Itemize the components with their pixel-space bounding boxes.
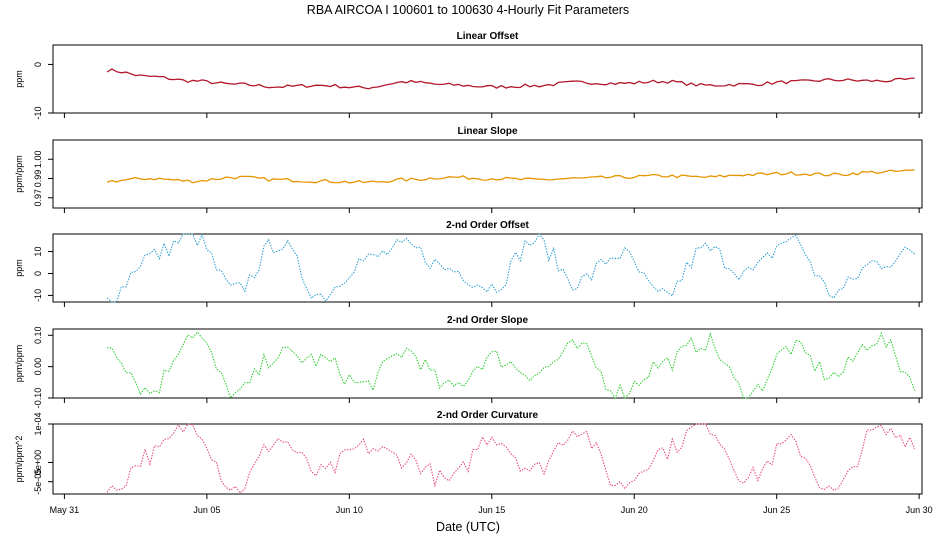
y-tick-label: -0.10 <box>33 388 43 409</box>
panel-2: Linear Slope ppm/ppm 1.00 0.990.97 <box>14 126 923 213</box>
y-tick-label: -10 <box>33 289 43 302</box>
y-tick-label: 1e-04 <box>33 412 43 435</box>
y-tick-label: 0 <box>33 271 43 276</box>
series-line <box>106 233 915 303</box>
series-line <box>106 423 916 494</box>
panel-1: Linear Offset ppm 0 -10 <box>14 31 923 120</box>
panel-title: Linear Slope <box>457 126 517 137</box>
x-axis-label: Date (UTC) <box>436 520 500 534</box>
x-tick-label: Jun 30 <box>906 505 933 515</box>
x-axis: May 31 Jun 05 Jun 10 Jun 15 Jun 20 Jun 25 Jun … <box>50 505 933 515</box>
x-tick-label: Jun 10 <box>336 505 363 515</box>
y-tick-label: 1.00 <box>33 150 43 168</box>
y-axis-label: ppm/ppm <box>14 155 24 193</box>
panel-4: 2-nd Order Slope ppm/ppm 0.10 0.00 -0.10 <box>14 315 923 409</box>
panel-3: 2-nd Order Offset ppm 10 0 -10 <box>14 220 923 307</box>
y-tick-label: -10 <box>33 106 43 119</box>
y-tick-label: 0 <box>33 62 43 67</box>
y-axis-label: ppm/ppm^2 <box>14 436 24 483</box>
y-axis-label: ppm <box>14 70 24 88</box>
panel-frame <box>52 328 923 399</box>
y-axis-label: ppm <box>14 259 24 277</box>
x-tick-label: Jun 15 <box>478 505 505 515</box>
panel-frame <box>52 423 923 495</box>
panel-frame <box>52 233 923 303</box>
panel-frame <box>52 44 923 114</box>
y-tick-label: 0.00 <box>33 358 43 376</box>
y-axis-label: ppm/ppm <box>14 345 24 383</box>
series-line <box>107 331 916 400</box>
x-tick-label: Jun 05 <box>193 505 220 515</box>
panels: Linear Offset ppm 0 -10 Linear Slope ppm/ppm 1… <box>14 31 923 499</box>
panel-title: 2-nd Order Offset <box>446 220 529 231</box>
figure-title: RBA AIRCOA I 100601 to 100630 4-Hourly F… <box>307 3 629 17</box>
series-line <box>106 169 915 184</box>
x-tick-label: Jun 20 <box>621 505 648 515</box>
panel-frame <box>52 139 923 209</box>
x-tick-label: Jun 25 <box>763 505 790 515</box>
panel-title: Linear Offset <box>457 31 519 42</box>
y-tick-label: -5e-05 <box>33 469 43 495</box>
panel-5: 2-nd Order Curvature ppm/ppm^2 1e-04 0e+00-… <box>14 410 923 499</box>
y-tick-label: 0.99 <box>33 170 43 188</box>
y-tick-label: 0e+00 <box>33 450 43 475</box>
panel-title: 2-nd Order Curvature <box>437 410 539 421</box>
y-tick-label: 10 <box>33 247 43 257</box>
series-line <box>106 68 915 90</box>
x-tick-label: May 31 <box>50 505 80 515</box>
panel-title: 2-nd Order Slope <box>447 315 529 326</box>
y-tick-label: 0.97 <box>33 189 43 207</box>
y-tick-label: 0.10 <box>33 327 43 345</box>
